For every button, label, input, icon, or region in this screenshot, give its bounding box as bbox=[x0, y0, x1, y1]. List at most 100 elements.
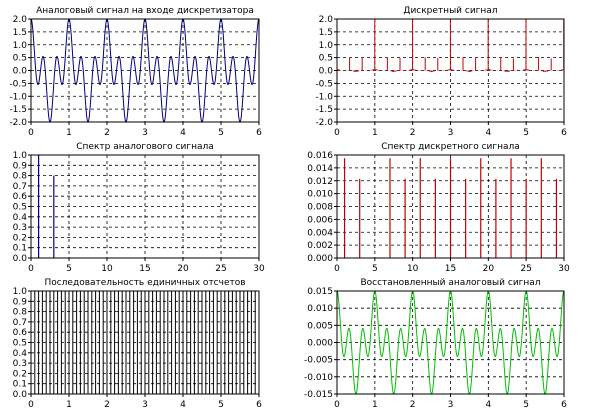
y-tick-label: 0.0 bbox=[319, 67, 334, 77]
x-tick-label: 0 bbox=[28, 264, 34, 274]
x-tick-label: 2 bbox=[410, 128, 416, 138]
y-tick-label: 0.002 bbox=[307, 241, 333, 251]
y-tick-label: 0.008 bbox=[307, 203, 333, 213]
x-tick-label: 4 bbox=[485, 400, 491, 410]
x-tick-label: 5 bbox=[218, 400, 224, 410]
chart-title: Дискретный сигнал bbox=[403, 6, 497, 16]
y-tick-label: 0.0 bbox=[13, 254, 28, 264]
x-tick-label: 6 bbox=[561, 400, 567, 410]
y-tick-label: 0.000 bbox=[307, 339, 333, 349]
y-tick-label: 0.2 bbox=[13, 369, 27, 379]
y-tick-label: 0.5 bbox=[13, 203, 27, 213]
x-tick-label: 3 bbox=[448, 128, 454, 138]
y-tick-label: 1.0 bbox=[13, 41, 28, 51]
x-tick-label: 10 bbox=[407, 264, 419, 274]
x-tick-label: 4 bbox=[180, 128, 186, 138]
x-tick-label: 4 bbox=[485, 128, 491, 138]
y-tick-label: -1.5 bbox=[9, 105, 27, 115]
y-tick-label: -1.0 bbox=[9, 92, 27, 102]
y-tick-label: -2.0 bbox=[315, 118, 333, 128]
x-tick-label: 5 bbox=[523, 128, 529, 138]
y-tick-label: 0.7 bbox=[13, 182, 27, 192]
x-tick-label: 5 bbox=[523, 400, 529, 410]
y-tick-label: 0.014 bbox=[307, 164, 333, 174]
x-tick-label: 6 bbox=[561, 128, 567, 138]
y-tick-label: 0.4 bbox=[13, 213, 28, 223]
x-tick-label: 25 bbox=[520, 264, 531, 274]
x-tick-label: 0 bbox=[28, 400, 34, 410]
y-tick-label: 0.010 bbox=[307, 190, 333, 200]
y-tick-label: 0.010 bbox=[307, 304, 333, 314]
y-tick-label: 0.004 bbox=[307, 228, 333, 238]
y-tick-label: 0.3 bbox=[13, 223, 27, 233]
chart-1: Аналоговый сигнал на входе дискретизатор… bbox=[9, 6, 262, 138]
chart-3: Спектр аналогового сигнала 0 5 10 15 20 25 30 0.… bbox=[13, 142, 265, 274]
y-tick-label: 0.015 bbox=[307, 287, 333, 297]
x-tick-label: 3 bbox=[448, 400, 454, 410]
x-tick-label: 0 bbox=[334, 128, 340, 138]
y-tick-label: 1.0 bbox=[13, 287, 28, 297]
x-tick-label: 15 bbox=[445, 264, 456, 274]
y-tick-label: 0.016 bbox=[307, 151, 333, 161]
x-tick-label: 1 bbox=[66, 400, 72, 410]
x-tick-label: 1 bbox=[372, 128, 378, 138]
y-tick-label: 0.5 bbox=[13, 54, 27, 64]
y-tick-label: 0.012 bbox=[307, 177, 333, 187]
chart-5: Последовательность единичных отсчетов 0 1 2… bbox=[13, 278, 262, 410]
y-tick-label: -0.010 bbox=[304, 373, 333, 383]
x-tick-label: 5 bbox=[372, 264, 378, 274]
y-tick-label: 0.9 bbox=[13, 161, 28, 171]
y-tick-label: 2.0 bbox=[13, 15, 28, 25]
y-tick-label: 0.5 bbox=[319, 54, 333, 64]
y-tick-label: 1.5 bbox=[319, 28, 333, 38]
x-tick-label: 5 bbox=[66, 264, 72, 274]
y-tick-label: 2.0 bbox=[319, 15, 334, 25]
y-tick-label: 1.5 bbox=[13, 28, 27, 38]
x-tick-label: 3 bbox=[142, 400, 148, 410]
y-tick-label: 0.6 bbox=[13, 192, 28, 202]
y-tick-label: 0.8 bbox=[13, 172, 28, 182]
y-tick-label: -1.5 bbox=[315, 105, 333, 115]
y-tick-label: -0.005 bbox=[304, 356, 333, 366]
y-tick-label: -2.0 bbox=[9, 118, 27, 128]
y-tick-label: 0.000 bbox=[307, 254, 333, 264]
y-tick-label: -0.015 bbox=[304, 390, 333, 400]
x-tick-label: 20 bbox=[177, 264, 189, 274]
x-tick-label: 15 bbox=[139, 264, 150, 274]
y-tick-label: -1.0 bbox=[315, 92, 333, 102]
x-tick-label: 0 bbox=[28, 128, 34, 138]
x-tick-label: 30 bbox=[253, 264, 265, 274]
x-tick-label: 2 bbox=[104, 128, 110, 138]
y-tick-label: 0.9 bbox=[13, 297, 28, 307]
y-tick-label: 1.0 bbox=[319, 41, 334, 51]
chart-title: Спектр аналогового сигнала bbox=[76, 142, 213, 152]
y-tick-label: 0.6 bbox=[13, 328, 28, 338]
x-tick-label: 6 bbox=[256, 128, 262, 138]
x-tick-label: 6 bbox=[256, 400, 262, 410]
y-tick-label: 0.0 bbox=[13, 67, 28, 77]
y-tick-label: 0.1 bbox=[13, 380, 27, 390]
x-tick-label: 1 bbox=[372, 400, 378, 410]
chart-4: Спектр дискретного сигнала 0 5 10 15 20 25 30 0.… bbox=[307, 142, 570, 274]
x-tick-label: 2 bbox=[410, 400, 416, 410]
chart-title: Аналоговый сигнал на входе дискретизатор… bbox=[36, 6, 254, 16]
y-tick-label: 0.005 bbox=[307, 321, 333, 331]
y-tick-label: 0.8 bbox=[13, 308, 28, 318]
x-tick-label: 30 bbox=[558, 264, 570, 274]
y-tick-label: -0.5 bbox=[315, 79, 333, 89]
x-tick-label: 10 bbox=[101, 264, 113, 274]
chart-2: Дискретный сигнал 0 1 2 3 4 5 6 -2.0 -1.5 -1.0 -0.5… bbox=[315, 6, 567, 138]
x-tick-label: 5 bbox=[218, 128, 224, 138]
x-tick-label: 0 bbox=[334, 400, 340, 410]
chart-6: Восстановленный аналоговый сигнал 0 1 2 3 4 5 6… bbox=[304, 278, 567, 410]
y-tick-label: 0.7 bbox=[13, 318, 27, 328]
x-tick-label: 3 bbox=[142, 128, 148, 138]
y-tick-label: 0.1 bbox=[13, 244, 27, 254]
x-tick-label: 0 bbox=[334, 264, 340, 274]
x-tick-label: 4 bbox=[180, 400, 186, 410]
chart-title: Восстановленный аналоговый сигнал bbox=[360, 278, 540, 288]
x-tick-label: 2 bbox=[104, 400, 110, 410]
chart-title: Последовательность единичных отсчетов bbox=[44, 278, 245, 288]
y-tick-label: 0.4 bbox=[13, 349, 28, 359]
